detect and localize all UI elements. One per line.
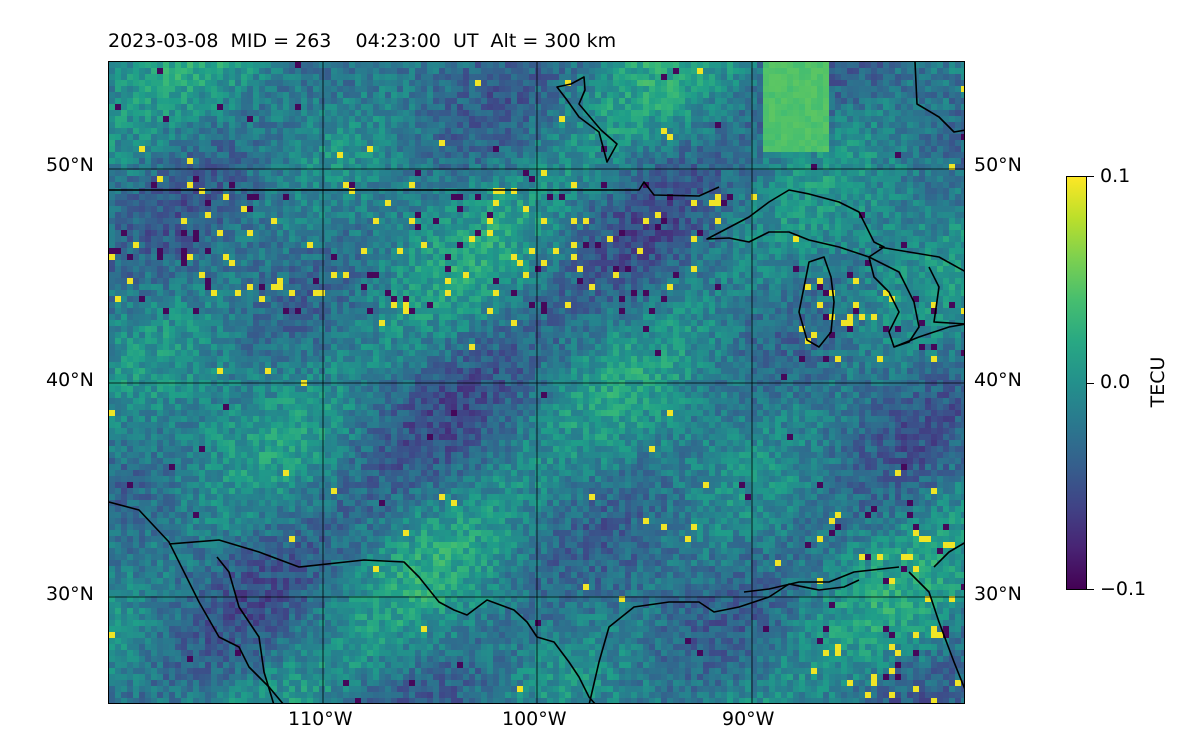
lat-label-right-30: 30°N	[974, 583, 1022, 605]
hudson-bay-edge	[914, 62, 964, 133]
lat-label-left-50: 50°N	[46, 154, 94, 176]
colorbar-label-zero: 0.0	[1100, 371, 1131, 393]
colorbar-label-min: −0.1	[1100, 578, 1147, 600]
us-canada-border	[109, 181, 720, 197]
map-title: 2023-03-08 MID = 263 04:23:00 UT Alt = 3…	[108, 30, 617, 52]
lon-label-110w: 110°W	[288, 708, 353, 730]
colorbar-label-max: 0.1	[1100, 165, 1131, 187]
lon-label-90w: 90°W	[722, 708, 775, 730]
lat-label-right-50: 50°N	[974, 154, 1022, 176]
pacific-coast	[109, 501, 284, 703]
gulf-coast-texas	[588, 579, 860, 703]
lake-superior-outline	[706, 189, 885, 258]
lake-michigan-outline	[798, 256, 835, 348]
lake-huron-outline	[868, 256, 920, 348]
lon-label-100w: 100°W	[502, 708, 567, 730]
graticule	[109, 62, 964, 703]
colorbar-tick-mid	[1087, 383, 1094, 384]
great-lakes-east	[878, 246, 964, 325]
baja-california	[216, 556, 275, 703]
map-overlay	[109, 62, 964, 703]
florida-coast	[908, 542, 964, 690]
lat-label-right-40: 40°N	[974, 369, 1022, 391]
colorbar	[1066, 176, 1087, 590]
coastlines-borders	[109, 62, 964, 703]
lake-erie-outline	[893, 323, 964, 348]
colorbar-tick-bottom	[1087, 589, 1094, 590]
lat-label-left-30: 30°N	[46, 583, 94, 605]
gulf-coast-louisiana	[743, 566, 900, 593]
rio-grande-border	[536, 636, 596, 703]
mexico-us-border	[168, 539, 538, 638]
colorbar-tick-top	[1087, 176, 1094, 177]
lat-label-left-40: 40°N	[46, 369, 94, 391]
lake-winnipeg-outline	[556, 76, 618, 163]
tec-map[interactable]	[108, 61, 965, 704]
colorbar-title: TECU	[1147, 356, 1169, 408]
